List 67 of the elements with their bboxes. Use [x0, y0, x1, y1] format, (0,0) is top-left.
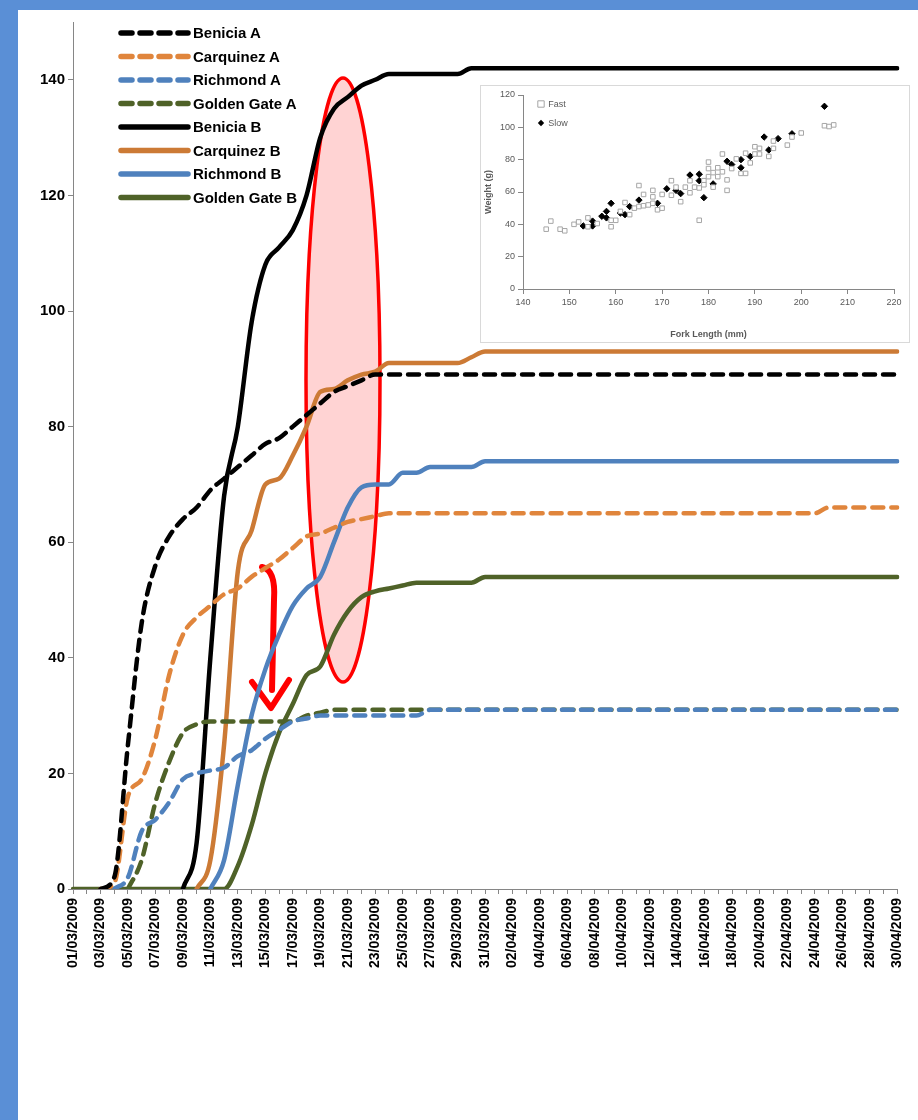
x-tick-label: 200: [793, 296, 809, 307]
x-tick-label: 26/04/2009: [833, 897, 850, 969]
legend-label: Fast: [548, 99, 567, 110]
x-tick-label: 19/03/2009: [311, 897, 328, 969]
x-tick-label: 11/03/2009: [201, 897, 218, 968]
x-tick-label: 15/03/2009: [256, 897, 273, 969]
legend-label: Benicia B: [193, 118, 262, 136]
x-tick-label: 220: [886, 296, 902, 307]
x-tick-label: 140: [515, 296, 531, 307]
x-tick-label: 23/03/2009: [366, 897, 383, 969]
legend-label: Carquinez B: [193, 141, 281, 159]
x-tick-label: 190: [747, 296, 763, 307]
legend-label: Golden Gate A: [193, 94, 297, 112]
y-tick-label: 140: [39, 69, 65, 87]
x-tick-label: 08/04/2009: [585, 897, 602, 969]
y-tick-label: 60: [48, 532, 65, 550]
x-tick-label: 14/04/2009: [668, 897, 685, 969]
x-tick-label: 24/04/2009: [805, 897, 822, 969]
y-tick-label: 80: [48, 416, 65, 434]
x-tick-label: 20/04/2009: [750, 897, 767, 969]
x-tick-label: 31/03/2009: [475, 897, 492, 969]
x-tick-label: 170: [654, 296, 670, 307]
x-tick-label: 10/04/2009: [613, 897, 630, 969]
y-tick-label: 20: [48, 763, 65, 781]
x-tick-label: 05/03/2009: [118, 897, 135, 969]
y-tick-label: 80: [504, 154, 515, 165]
x-tick-label: 02/04/2009: [503, 897, 520, 969]
x-tick-label: 25/03/2009: [393, 897, 410, 969]
legend-label: Carquinez A: [193, 47, 281, 65]
x-tick-label: 16/04/2009: [695, 897, 712, 969]
x-tick-label: 28/04/2009: [860, 897, 877, 969]
y-tick-label: 40: [504, 218, 515, 229]
x-tick-label: 18/04/2009: [723, 897, 740, 969]
x-axis-title: Fork Length (mm): [670, 329, 747, 340]
x-tick-label: 210: [840, 296, 856, 307]
y-axis-title: Weight (g): [482, 170, 493, 214]
y-tick-label: 20: [504, 251, 515, 262]
legend-label: Richmond B: [193, 165, 282, 183]
legend-label: Richmond A: [193, 71, 281, 89]
y-tick-label: 100: [39, 301, 65, 319]
y-tick-label: 0: [509, 283, 515, 294]
y-tick-label: 60: [504, 186, 515, 197]
x-tick-label: 160: [608, 296, 624, 307]
x-tick-label: 27/03/2009: [421, 897, 438, 969]
x-tick-label: 150: [561, 296, 577, 307]
y-tick-label: 120: [39, 185, 65, 203]
x-tick-label: 12/04/2009: [640, 897, 657, 969]
y-tick-label: 40: [48, 647, 65, 665]
legend-label: Slow: [548, 118, 569, 129]
x-tick-label: 29/03/2009: [448, 897, 465, 969]
x-tick-label: 01/03/2009: [63, 897, 80, 969]
x-tick-label: 21/03/2009: [338, 897, 355, 969]
x-tick-label: 03/03/2009: [91, 897, 108, 969]
legend-label: Golden Gate B: [193, 188, 298, 206]
x-tick-label: 13/03/2009: [228, 897, 245, 969]
x-tick-label: 06/04/2009: [558, 897, 575, 969]
x-tick-label: 07/03/2009: [146, 897, 163, 969]
x-tick-label: 22/04/2009: [778, 897, 795, 969]
y-tick-label: 0: [56, 879, 65, 897]
y-tick-label: 120: [499, 89, 515, 100]
x-tick-label: 17/03/2009: [283, 897, 300, 969]
legend-label: Benicia A: [193, 24, 261, 42]
y-tick-label: 100: [499, 121, 515, 132]
x-tick-label: 04/04/2009: [530, 897, 547, 969]
x-tick-label: 09/03/2009: [173, 897, 190, 969]
x-tick-label: 30/04/2009: [888, 897, 905, 969]
x-tick-label: 180: [700, 296, 717, 307]
